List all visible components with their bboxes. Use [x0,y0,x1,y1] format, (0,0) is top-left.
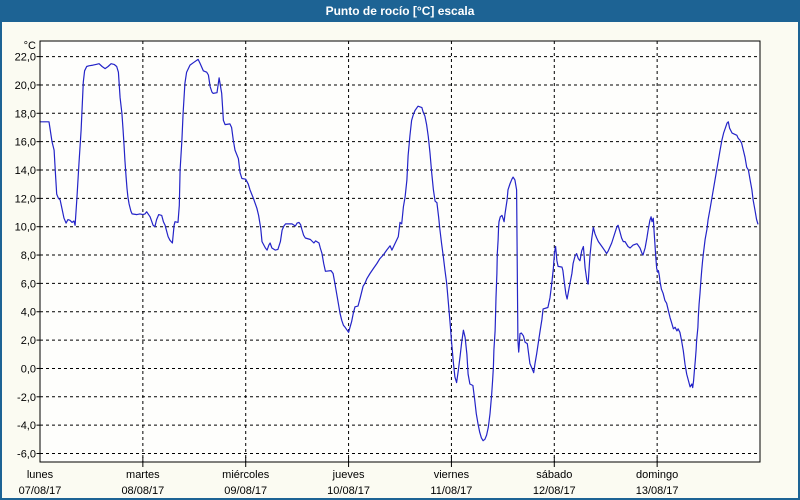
y-tick-label: 2,0 [21,335,36,347]
y-tick-label: 0,0 [21,363,36,375]
y-tick-label: 6,0 [21,278,36,290]
y-tick-label: 20,0 [15,80,36,92]
y-tick-label: 4,0 [21,307,36,319]
weekday-label: lunes [27,469,54,481]
weekday-label: miércoles [222,469,270,481]
y-axis-unit-label: °C [24,40,36,52]
date-label: 08/08/17 [121,485,164,497]
weekday-label: viernes [434,469,470,481]
y-tick-label: 10,0 [15,222,36,234]
weekday-label: martes [126,469,160,481]
y-tick-label: -4,0 [17,420,36,432]
y-tick-label: -2,0 [17,392,36,404]
date-label: 11/08/17 [430,485,472,497]
date-label: 12/08/17 [533,485,576,497]
weekday-label: domingo [636,469,678,481]
date-label: 07/08/17 [19,485,62,497]
plot-area [40,41,760,462]
date-label: 09/08/17 [224,485,267,497]
date-label: 10/08/17 [327,485,370,497]
y-tick-label: 22,0 [15,52,36,64]
y-tick-label: 8,0 [21,250,36,262]
weekday-label: jueves [332,469,365,481]
y-tick-label: 14,0 [15,165,36,177]
y-tick-label: 16,0 [15,137,36,149]
y-tick-label: -6,0 [17,448,36,460]
plot-border [39,40,761,463]
dewpoint-line [39,58,759,442]
date-label: 13/08/17 [636,485,679,497]
window-title: Punto de rocío [°C] escala [325,4,475,18]
window-titlebar: Punto de rocío [°C] escala [0,0,800,22]
weekday-label: sábado [536,469,572,481]
y-tick-label: 12,0 [15,193,36,205]
y-tick-label: 18,0 [15,108,36,120]
